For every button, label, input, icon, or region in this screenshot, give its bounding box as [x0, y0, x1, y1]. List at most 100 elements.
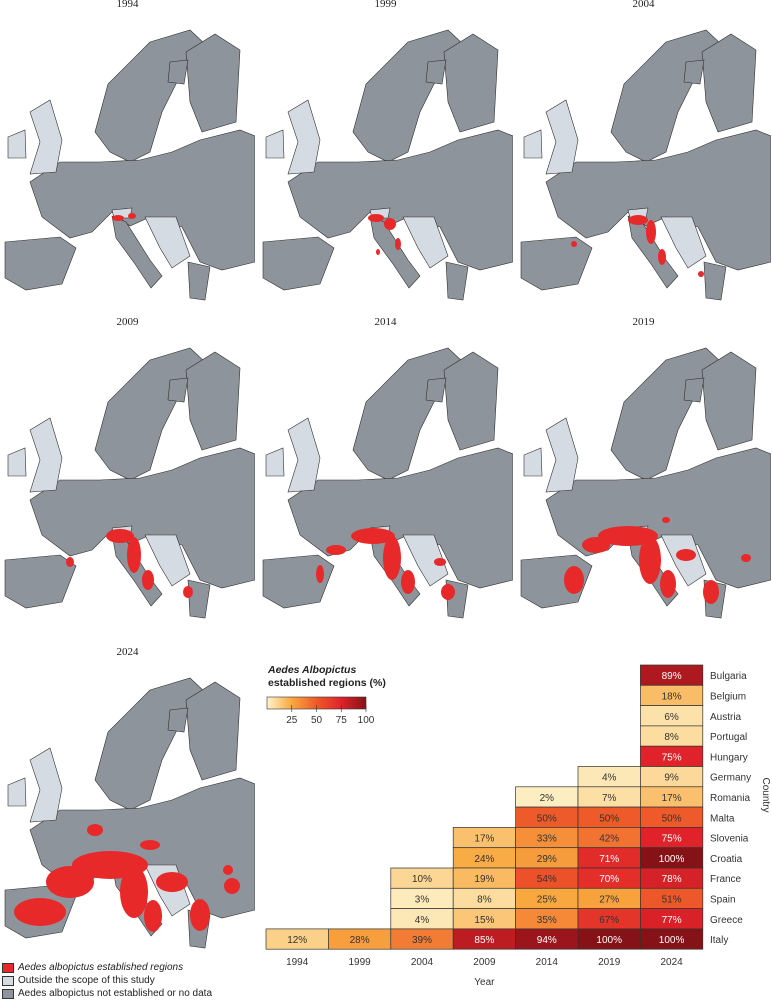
- region-not-established: [187, 579, 211, 619]
- region-established: [660, 570, 676, 598]
- swatch-outside-scope: [2, 975, 14, 986]
- region-outside-scope: [523, 129, 543, 159]
- cell-label: 6%: [664, 712, 679, 723]
- map-1999: 1999: [258, 0, 513, 305]
- region-outside-scope: [7, 129, 27, 159]
- cell-label: 71%: [599, 854, 619, 865]
- region-established: [662, 517, 670, 523]
- map-2019: 2019: [516, 316, 771, 623]
- cell-label: 18%: [662, 691, 682, 702]
- europe-map: [262, 347, 513, 619]
- region-not-established: [185, 351, 241, 451]
- region-outside-scope: [7, 447, 27, 477]
- year-tick-label: 2024: [660, 957, 683, 968]
- region-not-established: [425, 377, 447, 403]
- legend-established-label: Aedes albopictus established regions: [18, 962, 184, 973]
- cell-label: 12%: [287, 935, 307, 946]
- cell-label: 4%: [415, 915, 430, 926]
- cell-label: 3%: [415, 894, 430, 905]
- region-outside-scope: [287, 417, 321, 493]
- region-established: [564, 566, 584, 594]
- cell-label: 75%: [662, 834, 682, 845]
- region-not-established: [443, 351, 499, 451]
- legend-tick-label: 25: [286, 715, 298, 726]
- region-outside-scope: [7, 777, 27, 807]
- region-not-established: [4, 236, 77, 291]
- region-established: [571, 241, 577, 247]
- country-label: Portugal: [710, 732, 747, 743]
- region-established: [190, 899, 210, 931]
- x-axis-title: Year: [474, 977, 495, 988]
- cell-label: 39%: [412, 935, 432, 946]
- region-not-established: [167, 377, 189, 403]
- country-label: Italy: [710, 935, 728, 946]
- y-axis-title: Country: [760, 777, 771, 812]
- cell-label: 17%: [662, 793, 682, 804]
- cell-label: 9%: [664, 773, 679, 784]
- map-2024: 2024: [0, 646, 255, 953]
- country-label: Bulgaria: [710, 671, 747, 682]
- cell-label: 100%: [659, 854, 685, 865]
- region-established: [106, 529, 134, 543]
- region-established: [676, 549, 696, 561]
- map-2014: 2014: [258, 316, 513, 623]
- region-not-established: [185, 33, 241, 133]
- heatmap-legend-title: Aedes Albopictus established regions (%): [268, 664, 386, 690]
- country-label: Spain: [710, 894, 736, 905]
- region-established: [395, 238, 401, 250]
- region-established: [368, 214, 384, 222]
- country-label: Croatia: [710, 854, 743, 865]
- cell-label: 94%: [537, 935, 557, 946]
- europe-map: [4, 677, 255, 949]
- legend-tick-label: 100: [358, 715, 375, 726]
- region-established: [351, 528, 395, 544]
- region-established: [144, 900, 162, 932]
- country-label: Malta: [710, 813, 735, 824]
- region-established: [598, 526, 658, 546]
- cell-label: 51%: [662, 894, 682, 905]
- cell-label: 67%: [599, 915, 619, 926]
- region-not-established: [185, 681, 241, 781]
- cell-label: 28%: [350, 935, 370, 946]
- cell-label: 8%: [477, 894, 492, 905]
- region-outside-scope: [287, 99, 321, 175]
- region-not-established: [287, 129, 513, 271]
- legend-established: Aedes albopictus established regions: [2, 962, 183, 973]
- region-outside-scope: [402, 534, 449, 587]
- cell-label: 25%: [537, 894, 557, 905]
- legend-tick-label: 50: [311, 715, 323, 726]
- cell-label: 10%: [412, 874, 432, 885]
- cell-label: 15%: [474, 915, 494, 926]
- cell-label: 8%: [664, 732, 679, 743]
- region-established: [140, 840, 160, 850]
- region-not-established: [425, 59, 447, 85]
- region-outside-scope: [545, 417, 579, 493]
- swatch-not-established: [2, 988, 14, 999]
- map-2004: 2004: [516, 0, 771, 305]
- europe-map: [4, 29, 255, 301]
- region-not-established: [287, 447, 513, 589]
- region-outside-scope: [660, 216, 707, 269]
- region-established: [639, 536, 661, 584]
- map-title: 2014: [374, 316, 397, 328]
- cell-label: 89%: [662, 671, 682, 682]
- region-established: [376, 249, 380, 255]
- region-established: [142, 570, 154, 590]
- region-established: [87, 824, 103, 836]
- region-not-established: [701, 351, 757, 451]
- region-not-established: [4, 554, 77, 609]
- map-1994: 1994: [0, 0, 255, 305]
- cell-label: 70%: [599, 874, 619, 885]
- region-outside-scope: [545, 99, 579, 175]
- legend-outside-scope-label: Outside the scope of this study: [18, 975, 155, 986]
- legend-not-established-label: Aedes albopictus not established or no d…: [18, 988, 213, 999]
- region-established: [120, 866, 148, 918]
- cell-label: 24%: [474, 854, 494, 865]
- region-not-established: [545, 447, 771, 589]
- year-tick-label: 2004: [411, 957, 434, 968]
- cell-label: 4%: [602, 773, 617, 784]
- region-established: [383, 536, 401, 580]
- europe-map: [4, 347, 255, 619]
- cell-label: 2%: [540, 793, 555, 804]
